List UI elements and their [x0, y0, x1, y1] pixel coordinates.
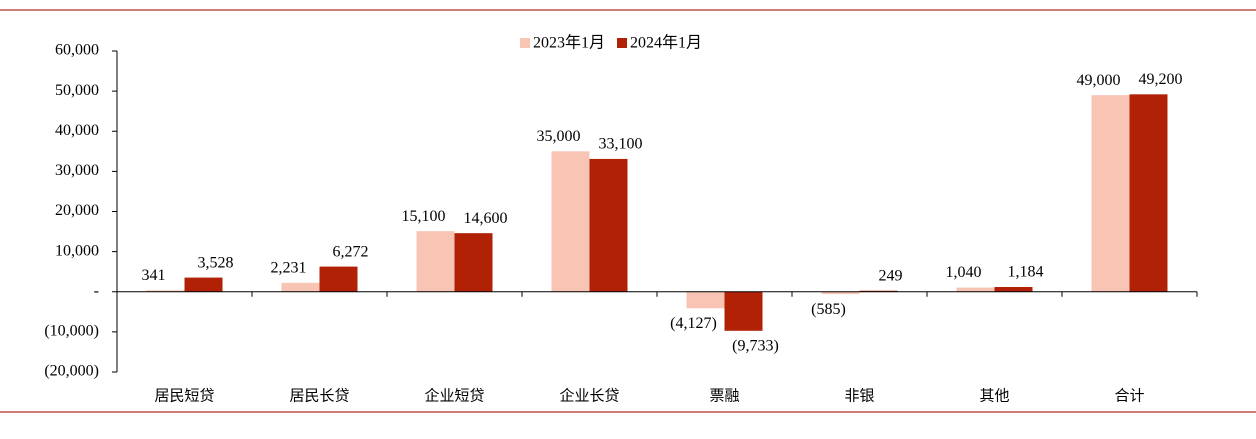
y-tick-label: (10,000) [44, 323, 99, 340]
x-tick-label: 企业短贷 [424, 387, 484, 405]
bar [589, 158, 628, 292]
value-label: 14,600 [464, 210, 508, 227]
x-tick-label: 居民长贷 [289, 387, 349, 405]
y-tick-label: 30,000 [55, 162, 99, 179]
legend-label: 2023年1月 [533, 34, 605, 52]
value-label: 6,272 [333, 243, 369, 260]
y-tick-label: (20,000) [44, 363, 99, 380]
value-label: 49,000 [1077, 72, 1121, 89]
bar [994, 286, 1033, 292]
value-label: (4,127) [670, 315, 717, 332]
value-label: 49,200 [1139, 71, 1183, 88]
bar [416, 231, 455, 292]
value-label: 35,000 [537, 128, 581, 145]
bar [821, 291, 860, 295]
y-tick-label: 60,000 [55, 42, 99, 59]
value-label: (9,733) [732, 337, 779, 354]
value-label: 249 [879, 267, 903, 284]
bar [956, 287, 995, 292]
value-label: 1,184 [1008, 264, 1044, 281]
bar [551, 151, 590, 292]
y-tick-label: - [94, 282, 99, 299]
bar [1091, 95, 1130, 292]
x-tick-label: 非银 [844, 387, 874, 405]
bar [454, 233, 493, 292]
legend-swatch [520, 38, 530, 48]
bar [146, 290, 185, 292]
bar [319, 266, 358, 292]
y-tick-label: 20,000 [55, 202, 99, 219]
bar [686, 291, 725, 309]
value-label: 2,231 [271, 259, 307, 276]
value-label: 341 [142, 267, 166, 284]
bar [184, 277, 223, 292]
bar [281, 282, 320, 292]
value-label: 33,100 [599, 136, 643, 153]
x-tick-label: 企业长贷 [559, 387, 619, 405]
x-tick-label: 其他 [979, 387, 1009, 405]
value-label: (585) [811, 301, 846, 318]
legend-swatch [617, 38, 628, 48]
bar [1129, 94, 1168, 292]
value-label: 15,100 [402, 208, 446, 225]
x-tick-label: 居民短贷 [154, 387, 214, 405]
x-tick-label: 票融 [709, 387, 739, 405]
y-tick-label: 40,000 [55, 122, 99, 139]
y-tick-label: 10,000 [55, 242, 99, 259]
value-label: 3,528 [198, 254, 234, 271]
x-tick-label: 合计 [1114, 387, 1144, 405]
value-label: 1,040 [946, 264, 982, 281]
legend-label: 2024年1月 [630, 34, 702, 52]
y-tick-label: 50,000 [55, 82, 99, 99]
bar [724, 291, 763, 331]
